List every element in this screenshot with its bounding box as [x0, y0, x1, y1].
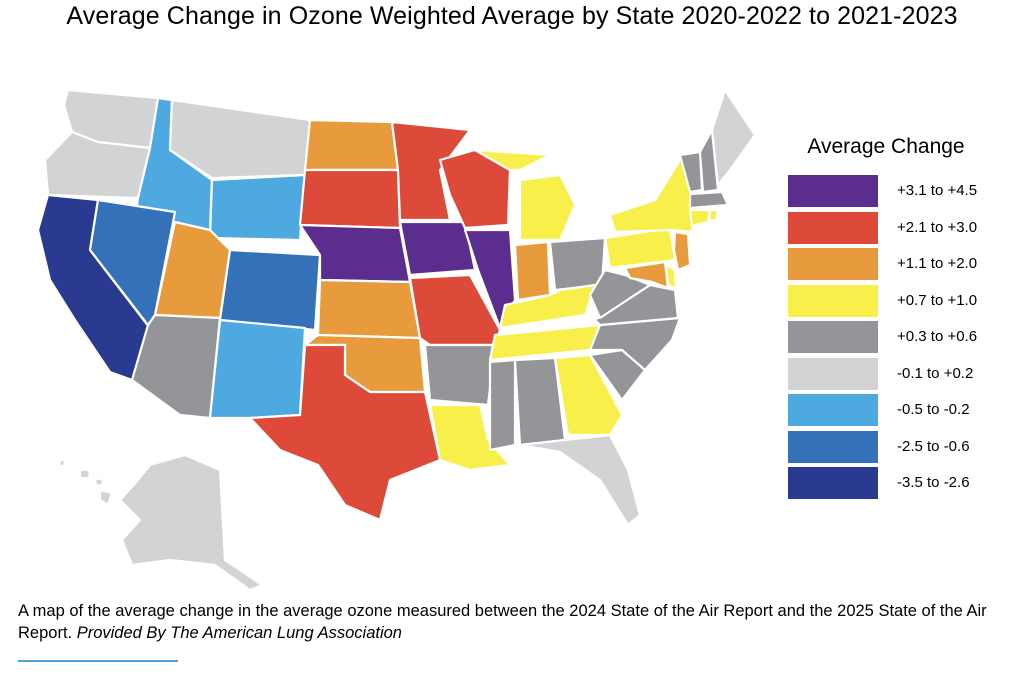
- legend-swatch: [788, 467, 878, 499]
- state-ks[interactable]: [316, 278, 422, 340]
- legend-swatch: [788, 248, 878, 280]
- state-nj[interactable]: [672, 230, 692, 272]
- map-title: Average Change in Ozone Weighted Average…: [66, 2, 958, 30]
- legend-label: +0.7 to +1.0: [897, 291, 978, 309]
- legend-label: -2.5 to -0.6: [897, 437, 970, 455]
- state-ar[interactable]: [423, 343, 497, 407]
- state-co[interactable]: [218, 248, 322, 332]
- legend-swatch: [788, 394, 878, 426]
- state-ia[interactable]: [398, 220, 477, 277]
- state-ct[interactable]: [688, 208, 712, 228]
- state-tx[interactable]: [248, 343, 442, 522]
- legend: Average Change +3.1 to +4.5 +2.1 to +3.0 +…: [786, 135, 996, 499]
- state-nm[interactable]: [208, 318, 307, 420]
- caption-text: A map of the average change in the avera…: [18, 602, 987, 642]
- state-ga[interactable]: [553, 353, 624, 437]
- state-la[interactable]: [428, 403, 512, 472]
- caption-credit: Provided By The American Lung Associatio…: [76, 624, 402, 642]
- state-md[interactable]: [623, 260, 670, 290]
- state-me[interactable]: [710, 88, 757, 187]
- legend-label: +1.1 to +2.0: [897, 255, 978, 272]
- legend-label: +3.1 to +4.5: [897, 182, 978, 199]
- legend-swatch: [788, 321, 878, 353]
- state-sd[interactable]: [298, 168, 402, 230]
- state-nd[interactable]: [303, 118, 400, 172]
- legend-swatch: [788, 284, 878, 317]
- legend-label: -3.5 to -2.6: [897, 474, 970, 491]
- legend-title: Average Change: [807, 135, 965, 158]
- state-ma[interactable]: [688, 190, 730, 210]
- state-ak[interactable]: [118, 453, 264, 592]
- legend-label: +2.1 to +3.0: [897, 218, 978, 236]
- state-ms[interactable]: [488, 358, 517, 452]
- legend-swatch: [788, 357, 878, 390]
- legend-swatch: [788, 430, 878, 463]
- legend-swatch: [788, 211, 878, 244]
- state-hi[interactable]: [57, 458, 114, 507]
- state-fl[interactable]: [518, 433, 642, 527]
- state-mi[interactable]: [473, 148, 577, 242]
- state-in[interactable]: [513, 240, 552, 302]
- legend-label: -0.5 to -0.2: [897, 401, 970, 418]
- legend-label: -0.1 to +0.2: [897, 364, 974, 382]
- state-wy[interactable]: [208, 173, 307, 242]
- state-ri[interactable]: [707, 208, 720, 223]
- legend-swatch: [788, 175, 878, 207]
- state-mn[interactable]: [390, 120, 472, 222]
- us-state-map: [36, 88, 757, 592]
- caption: A map of the average change in the avera…: [18, 600, 1008, 644]
- divider-line: [18, 660, 178, 662]
- legend-label: +0.3 to +0.6: [897, 328, 978, 345]
